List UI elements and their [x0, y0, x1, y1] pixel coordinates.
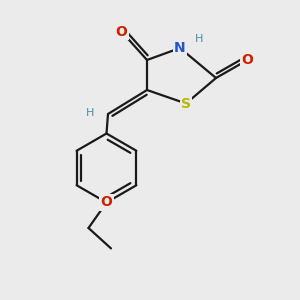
Text: H: H — [195, 34, 204, 44]
Text: N: N — [174, 41, 186, 55]
Text: S: S — [181, 97, 191, 110]
Text: O: O — [100, 196, 112, 209]
Text: O: O — [116, 25, 128, 38]
Text: H: H — [86, 107, 94, 118]
Text: O: O — [242, 53, 254, 67]
